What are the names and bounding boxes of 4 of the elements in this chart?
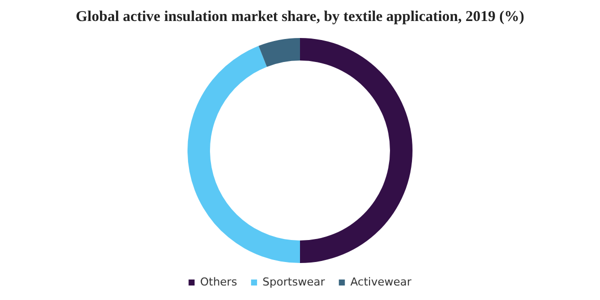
- legend-label: Activewear: [350, 275, 412, 288]
- legend-label: Others: [200, 275, 238, 288]
- chart-title: Global active insulation market share, by textile application, 2019 (%): [76, 8, 524, 25]
- legend-label: Sportswear: [262, 275, 326, 288]
